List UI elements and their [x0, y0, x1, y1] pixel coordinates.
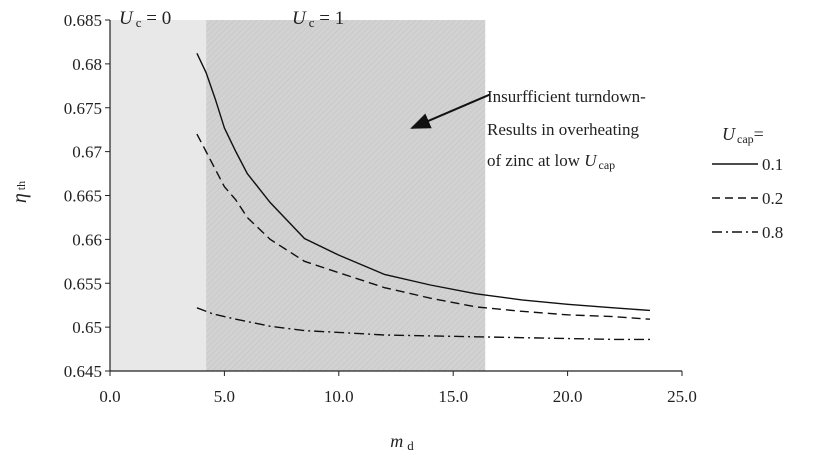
annotation-arrow	[410, 93, 491, 129]
region-uc1	[206, 20, 486, 371]
x-tick-label: 25.0	[667, 387, 697, 406]
data-series	[196, 53, 651, 341]
series-line-0-1	[196, 53, 651, 312]
annotation: Insurfficient turndown- Results in overhe…	[410, 87, 646, 172]
y-tick-label: 0.68	[72, 55, 102, 74]
x-axis-label-main: m	[390, 431, 403, 451]
y-tick-label: 0.645	[64, 362, 102, 381]
y-axis-label-main: η	[9, 193, 31, 203]
legend-label-0-8: 0.8	[762, 223, 783, 242]
shaded-regions	[110, 20, 486, 371]
series-line-0-8	[196, 307, 650, 341]
x-tick-label: 0.0	[99, 387, 120, 406]
series-line-0-2	[196, 133, 651, 320]
x-tick-label: 10.0	[324, 387, 354, 406]
y-tick-label: 0.65	[72, 318, 102, 337]
y-axis-label-sub: th	[14, 181, 28, 190]
y-tick-label: 0.675	[64, 99, 102, 118]
y-axis-ticks: 0.645 0.65 0.655 0.66 0.665 0.67 0.675 0.68 0.68…	[64, 11, 110, 381]
legend-label-0-1: 0.1	[762, 155, 783, 174]
x-tick-label: 20.0	[553, 387, 583, 406]
y-tick-label: 0.665	[64, 187, 102, 206]
y-axis-label: η th	[9, 181, 31, 203]
x-tick-label: 5.0	[214, 387, 235, 406]
x-tick-label: 15.0	[438, 387, 468, 406]
y-tick-label: 0.655	[64, 274, 102, 293]
y-tick-label: 0.66	[72, 230, 102, 249]
y-tick-label: 0.685	[64, 11, 102, 30]
legend-label-0-2: 0.2	[762, 189, 783, 208]
annotation-line: Insurfficient turndown-	[487, 87, 646, 106]
x-axis-ticks: 0.0 5.0 10.0 15.0 20.0 25.0	[99, 371, 697, 406]
region-uc0	[110, 20, 207, 371]
annotation-line: Results in overheating	[487, 120, 640, 139]
x-axis-label-sub: d	[407, 438, 414, 453]
y-tick-label: 0.67	[72, 143, 102, 162]
